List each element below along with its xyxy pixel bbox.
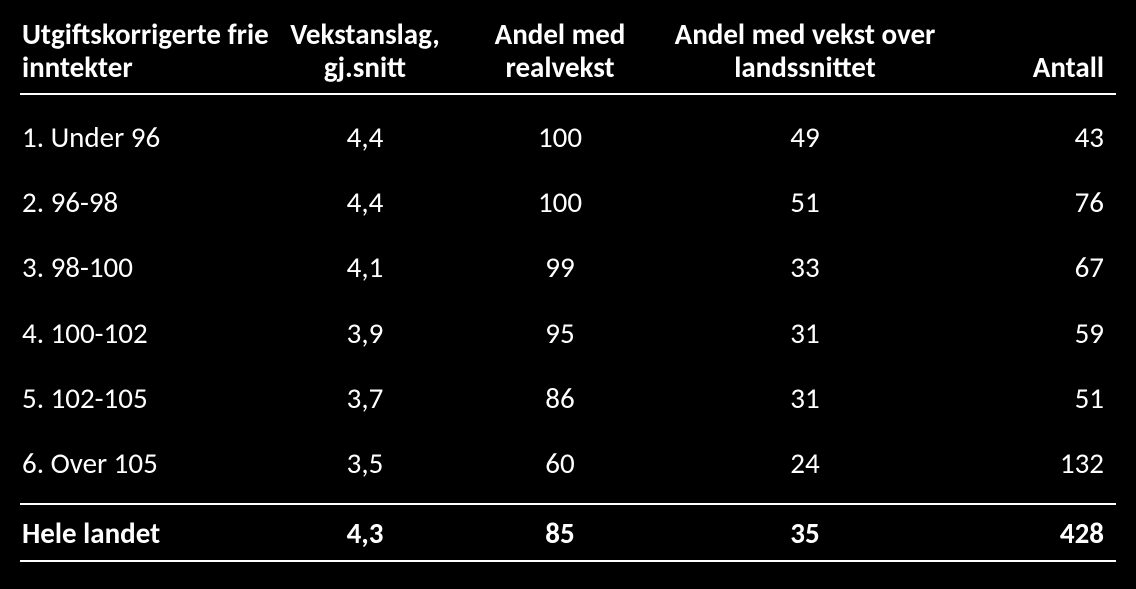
table-row: 3. 98-100 4,1 99 33 67: [20, 235, 1116, 300]
cell-vekst: 3,9: [270, 317, 460, 350]
col-header-antall: Antall: [950, 51, 1116, 84]
cell-antall: 76: [950, 186, 1116, 219]
cell-over: 51: [660, 186, 950, 219]
total-vekst: 4,3: [270, 517, 460, 550]
cell-vekst: 4,1: [270, 251, 460, 284]
total-over: 35: [660, 517, 950, 550]
cell-over: 49: [660, 121, 950, 154]
table-total-row: Hele landet 4,3 85 35 428: [20, 505, 1116, 562]
cell-real: 95: [460, 317, 660, 350]
cell-label: 5. 102-105: [20, 382, 270, 415]
cell-vekst: 3,5: [270, 447, 460, 480]
cell-label: 6. Over 105: [20, 447, 270, 480]
total-real: 85: [460, 517, 660, 550]
table-row: 5. 102-105 3,7 86 31 51: [20, 366, 1116, 431]
table-row: 2. 96-98 4,4 100 51 76: [20, 170, 1116, 235]
table-row: 6. Over 105 3,5 60 24 132: [20, 431, 1116, 496]
cell-antall: 43: [950, 121, 1116, 154]
cell-over: 31: [660, 382, 950, 415]
cell-label: 2. 96-98: [20, 186, 270, 219]
cell-real: 99: [460, 251, 660, 284]
cell-label: 4. 100-102: [20, 317, 270, 350]
cell-over: 31: [660, 317, 950, 350]
cell-over: 33: [660, 251, 950, 284]
cell-label: 3. 98-100: [20, 251, 270, 284]
data-table: Utgiftskorrigerte frie inntekter Vekstan…: [0, 0, 1136, 589]
cell-antall: 132: [950, 447, 1116, 480]
table-row: 4. 100-102 3,9 95 31 59: [20, 301, 1116, 366]
cell-vekst: 3,7: [270, 382, 460, 415]
cell-real: 60: [460, 447, 660, 480]
cell-antall: 59: [950, 317, 1116, 350]
table-row: 1. Under 96 4,4 100 49 43: [20, 105, 1116, 170]
table-header-row: Utgiftskorrigerte frie inntekter Vekstan…: [20, 18, 1116, 95]
cell-vekst: 4,4: [270, 121, 460, 154]
col-header-vekst: Vekstanslag, gj.snitt: [270, 18, 460, 85]
cell-label: 1. Under 96: [20, 121, 270, 154]
total-antall: 428: [950, 517, 1116, 550]
cell-real: 100: [460, 121, 660, 154]
total-label: Hele landet: [20, 517, 270, 550]
cell-antall: 67: [950, 251, 1116, 284]
cell-real: 86: [460, 382, 660, 415]
cell-vekst: 4,4: [270, 186, 460, 219]
cell-over: 24: [660, 447, 950, 480]
col-header-over: Andel med vekst over landssnittet: [660, 18, 950, 85]
col-header-label: Utgiftskorrigerte frie inntekter: [20, 18, 270, 85]
col-header-real: Andel med realvekst: [460, 18, 660, 85]
cell-real: 100: [460, 186, 660, 219]
cell-antall: 51: [950, 382, 1116, 415]
